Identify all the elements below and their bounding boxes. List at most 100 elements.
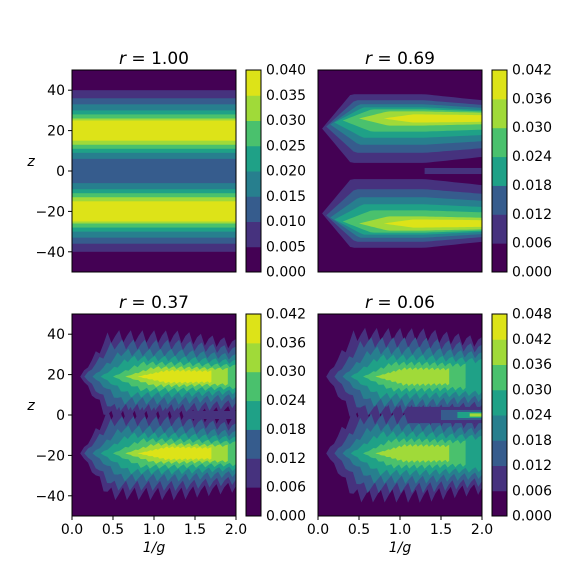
colorbar-tick-label: 0.036: [512, 91, 552, 107]
colorbar-tick-label: 0.025: [266, 138, 306, 154]
colorbar-tick-label: 0.042: [512, 332, 552, 348]
contour-level: [383, 219, 482, 228]
colorbar-tick-label: 0.042: [512, 63, 552, 79]
y-tick-label: 20: [47, 124, 65, 140]
panel-title: r = 1.00: [119, 49, 189, 69]
panel-r-0-37: r = 0.37 z 40 20 0 −20 −40 0.0 0.5 1.0 1…: [26, 293, 306, 556]
colorbar-tick-label: 0.006: [512, 236, 552, 252]
title-eq: =: [126, 293, 151, 313]
contour-band: [72, 120, 236, 142]
contour-level: [375, 444, 450, 463]
colorbar: [492, 70, 507, 273]
title-var: r: [119, 293, 127, 313]
colorbar-tick-label: 0.030: [266, 113, 306, 129]
y-tick-label: 0: [56, 408, 65, 424]
colorbar-tick-label: 0.012: [512, 207, 552, 223]
colorbar-segment: [246, 95, 261, 121]
contour-level: [137, 369, 212, 384]
colorbar-segment: [246, 487, 261, 517]
contour-band: [72, 152, 236, 160]
plot-frame: [317, 69, 483, 273]
colorbar-segment: [492, 440, 507, 466]
colorbar-segment: [492, 156, 507, 186]
panel-r-0-69: r = 0.69 0.000 0.006 0.012 0.018 0.024 0…: [317, 49, 552, 281]
colorbar-tick-label: 0.024: [512, 149, 552, 165]
colorbar-tick-label: 0.024: [512, 408, 552, 424]
x-tick-label: 2.0: [471, 522, 493, 538]
y-axis-label: z: [26, 154, 35, 170]
colorbar-segment: [492, 185, 507, 215]
colorbar: [246, 70, 261, 273]
colorbar-segment: [246, 70, 261, 96]
colorbar-segment: [246, 171, 261, 197]
contour-band: [72, 144, 236, 150]
y-tick-label: 0: [56, 164, 65, 180]
panel-title: r = 0.69: [365, 49, 435, 69]
contour-level: [137, 446, 212, 461]
contour-plot: [318, 70, 482, 272]
colorbar-segment: [492, 415, 507, 441]
colorbar-ticks: 0.000 0.006 0.012 0.018 0.024 0.030 0.03…: [266, 307, 306, 525]
colorbar-tick-label: 0.010: [266, 214, 306, 230]
colorbar-tick-label: 0.015: [266, 189, 306, 205]
colorbar-segment: [246, 120, 261, 147]
colorbar-tick-label: 0.000: [266, 265, 306, 281]
colorbar-segment: [246, 400, 261, 430]
colorbar-tick-label: 0.036: [512, 357, 552, 373]
contour-band: [72, 158, 236, 184]
title-var: r: [365, 293, 373, 313]
title-num: 0.37: [151, 293, 189, 313]
panel-r-1-00: r = 1.00 z 40 20 0 −20 −40 0.000 0.005 0…: [26, 49, 306, 281]
contour-band: [72, 243, 236, 253]
colorbar-segment: [246, 314, 261, 344]
title-eq: =: [372, 49, 397, 69]
colorbar: [492, 314, 507, 517]
colorbar-tick-label: 0.006: [512, 483, 552, 499]
y-ticks: 40 20 0 −20 −40: [35, 327, 72, 505]
title-var: r: [365, 49, 373, 69]
colorbar-tick-label: 0.006: [266, 480, 306, 496]
contour-band: [72, 140, 236, 146]
x-axis-label: 1/g: [389, 540, 412, 556]
colorbar-tick-label: 0.000: [266, 509, 306, 525]
colorbar-tick-label: 0.040: [266, 63, 306, 79]
colorbar-frame: [491, 313, 508, 517]
colorbar-tick-label: 0.035: [266, 88, 306, 104]
contour-band: [72, 110, 236, 115]
contour-band: [72, 98, 236, 105]
contour-band: [72, 148, 236, 154]
contour-band: [72, 183, 236, 190]
colorbar-ticks: 0.000 0.006 0.012 0.018 0.024 0.030 0.03…: [512, 63, 552, 281]
x-tick-label: 2.0: [225, 522, 247, 538]
colorbar-segment: [246, 221, 261, 248]
title-eq: =: [126, 49, 151, 69]
colorbar-tick-label: 0.030: [512, 120, 552, 136]
colorbar-segment: [492, 70, 507, 100]
colorbar-tick-label: 0.012: [512, 458, 552, 474]
y-tick-label: −20: [35, 204, 65, 220]
y-tick-label: 40: [47, 327, 65, 343]
x-tick-label: 1.0: [143, 522, 165, 538]
contour-plot: [318, 314, 482, 516]
contour-level: [469, 413, 482, 417]
colorbar-frame: [245, 69, 262, 273]
contour-plot: [72, 70, 236, 273]
contour-band: [72, 251, 236, 273]
contour-band: [72, 118, 236, 121]
contour-band: [72, 221, 236, 225]
contour-band: [72, 114, 236, 119]
colorbar-tick-label: 0.036: [266, 335, 306, 351]
colorbar-tick-label: 0.020: [266, 164, 306, 180]
contour-band: [72, 237, 236, 245]
contour-level: [375, 367, 450, 386]
y-tick-label: 40: [47, 83, 65, 99]
title-var: r: [119, 49, 127, 69]
y-axis-label: z: [26, 398, 35, 414]
colorbar-frame: [245, 313, 262, 517]
colorbar-tick-label: 0.000: [512, 265, 552, 281]
contour-level: [383, 114, 482, 123]
title-num: 0.06: [397, 293, 435, 313]
contour-band: [72, 197, 236, 202]
colorbar-tick-label: 0.000: [512, 509, 552, 525]
